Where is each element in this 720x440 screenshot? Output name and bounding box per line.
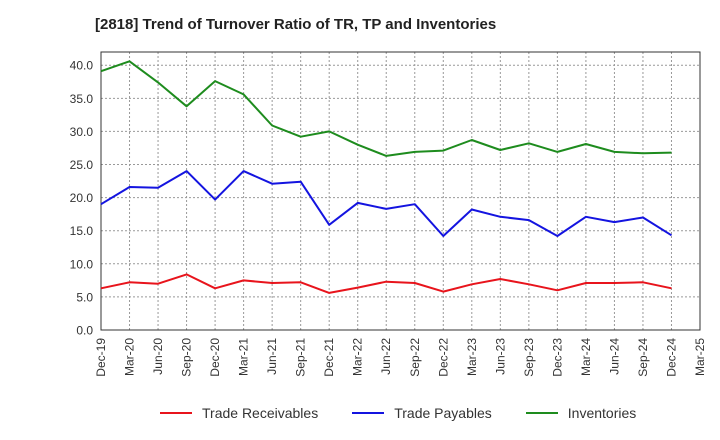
x-tick-label: Dec-24 [664,338,678,377]
x-tick-label: Sep-23 [522,338,536,377]
y-tick-label: 15.0 [70,224,94,238]
chart-title: [2818] Trend of Turnover Ratio of TR, TP… [95,16,497,33]
x-tick-label: Mar-20 [123,338,137,376]
y-tick-label: 10.0 [70,257,94,271]
x-tick-label: Dec-20 [208,338,222,377]
y-tick-label: 0.0 [76,324,93,338]
series-lines [100,60,673,294]
x-tick-label: Mar-21 [237,338,251,376]
plot-area-frame [100,51,701,331]
legend-item: Inventories [525,405,637,421]
x-tick-label: Mar-24 [579,338,593,376]
x-tick-label: Dec-23 [550,338,564,377]
x-tick-label: Mar-25 [693,338,707,376]
y-axis: 0.0 5.0 10.0 15.0 20.0 25.0 30.0 35.0 40.0 [70,59,94,338]
legend: Trade Receivables Trade Payables Inventori… [160,405,670,421]
legend-label: Trade Payables [394,405,492,421]
x-tick-label: Jun-23 [493,338,507,375]
legend-item: Trade Receivables [160,405,318,421]
series-line-trade-receivables [100,273,672,294]
x-tick-label: Dec-19 [94,338,108,377]
x-tick-label: Sep-24 [636,338,650,377]
x-tick-label: Mar-22 [351,338,365,376]
x-tick-label: Sep-21 [294,338,308,377]
x-tick-label: Sep-22 [408,338,422,377]
y-tick-label: 20.0 [70,191,94,205]
x-tick-label: Jun-21 [265,338,279,375]
y-tick-label: 25.0 [70,158,94,172]
x-tick-label: Dec-22 [436,338,450,377]
x-tick-label: Jun-24 [607,338,621,375]
grid-lines [100,52,701,331]
legend-label: Trade Receivables [202,405,319,421]
series-line-inventories [100,60,672,157]
y-tick-label: 5.0 [76,290,93,304]
series-line-trade-payables [100,170,673,237]
legend-swatch [352,412,385,414]
x-tick-label: Jun-20 [151,338,165,375]
x-tick-label: Sep-20 [180,338,194,377]
legend-swatch [160,412,192,414]
x-axis: Dec-19 Mar-20 Jun-20 Sep-20 Dec-20 Mar-21 Jun-… [94,338,707,377]
legend-item: Trade Payables [352,405,492,421]
y-tick-label: 40.0 [70,59,94,73]
legend-label: Inventories [567,405,637,421]
y-tick-label: 35.0 [70,92,94,106]
x-tick-label: Jun-22 [379,338,393,375]
legend-swatch [525,412,558,414]
x-tick-label: Mar-23 [465,338,479,376]
y-tick-label: 30.0 [70,125,94,139]
x-tick-label: Dec-21 [322,338,336,377]
